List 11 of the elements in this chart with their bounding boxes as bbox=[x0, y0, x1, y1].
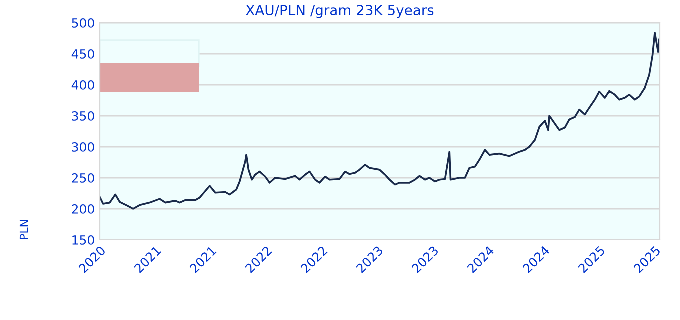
y-tick-label: 150 bbox=[72, 235, 94, 245]
y-tick-label: 300 bbox=[72, 142, 94, 152]
y-tick-label: 350 bbox=[72, 111, 94, 121]
y-tick-label: 400 bbox=[72, 80, 94, 90]
line-series bbox=[100, 32, 660, 210]
y-tick-label: 450 bbox=[72, 49, 94, 59]
chart-title: XAU/PLN /gram 23K 5years bbox=[246, 5, 434, 18]
y-tick-label: 200 bbox=[72, 204, 94, 214]
y-axis-title: PLN bbox=[20, 220, 28, 240]
y-tick-label: 250 bbox=[72, 173, 94, 183]
y-tick-label: 500 bbox=[72, 18, 94, 28]
